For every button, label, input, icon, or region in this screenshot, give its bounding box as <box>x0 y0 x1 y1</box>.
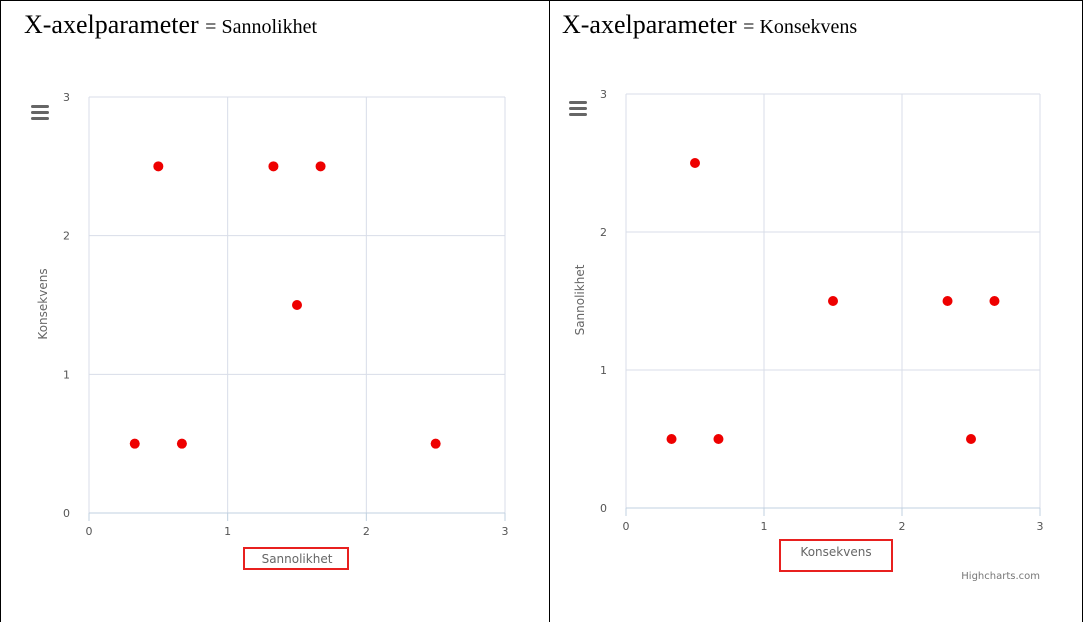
right-title-equals: = <box>743 16 760 38</box>
left-x-tick-label: 0 <box>86 525 93 538</box>
right-scatter-point <box>666 434 677 444</box>
right-y-tick-label: 0 <box>600 502 607 515</box>
right-xlabel-highlight <box>779 539 893 572</box>
menu-bar <box>569 101 587 104</box>
right-scatter-point <box>828 296 838 306</box>
right-x-tick-label: 2 <box>899 520 906 533</box>
right-title-param: X-axelparameter <box>562 10 737 39</box>
menu-bar <box>31 111 49 114</box>
left-x-tick-label: 1 <box>224 525 231 538</box>
left-panel-title: X-axelparameter = Sannolikhet <box>24 10 317 42</box>
right-menu-icon[interactable] <box>569 101 587 116</box>
right-scatter-point <box>989 296 1000 306</box>
left-y-tick-label: 3 <box>63 91 70 104</box>
right-x-axis-title: Konsekvens <box>800 545 871 559</box>
right-x-tick-label: 1 <box>761 520 768 533</box>
left-title-equals: = <box>205 16 222 38</box>
left-y-tick-label: 0 <box>63 507 70 520</box>
table-divider <box>549 0 550 622</box>
right-x-tick-label: 3 <box>1037 520 1044 533</box>
right-y-tick-label: 3 <box>600 88 607 101</box>
left-x-axis-title: Sannolikhet <box>262 552 333 566</box>
right-scatter-point <box>713 434 724 444</box>
menu-bar <box>569 107 587 110</box>
plot-layer: 0 1 2 3 0 1 2 3 0 1 2 3 0 1 2 3 <box>63 88 1044 538</box>
left-x-tick-label: 3 <box>502 525 509 538</box>
left-x-tick-label: 2 <box>363 525 370 538</box>
left-y-tick-label: 1 <box>63 368 70 381</box>
right-scatter-point <box>942 296 953 306</box>
right-x-tick-label: 0 <box>623 520 630 533</box>
right-y-axis-title: Sannolikhet <box>573 264 587 335</box>
right-panel-title: X-axelparameter = Konsekvens <box>562 10 857 42</box>
left-y-tick-label: 2 <box>63 230 70 243</box>
left-scatter-point <box>292 300 302 310</box>
left-y-axis-title: Konsekvens <box>36 268 50 339</box>
left-menu-icon[interactable] <box>31 105 49 120</box>
menu-bar <box>31 105 49 108</box>
left-xlabel-highlight <box>243 547 349 570</box>
left-scatter-point <box>176 438 187 449</box>
left-title-param: X-axelparameter <box>24 10 199 39</box>
left-title-value: Sannolikhet <box>221 16 317 38</box>
left-scatter-point <box>153 161 164 172</box>
right-title-value: Konsekvens <box>759 16 858 38</box>
right-y-tick-label: 2 <box>600 226 607 239</box>
left-scatter-point <box>268 161 279 172</box>
right-scatter-point <box>966 434 976 444</box>
left-scatter-point <box>129 438 140 449</box>
left-scatter-point <box>315 161 326 172</box>
left-scatter-point <box>430 438 441 449</box>
highcharts-credits[interactable]: Highcharts.com <box>961 571 1040 582</box>
menu-bar <box>569 113 587 116</box>
right-y-tick-label: 1 <box>600 364 607 377</box>
right-scatter-point <box>690 158 700 168</box>
menu-bar <box>31 117 49 120</box>
